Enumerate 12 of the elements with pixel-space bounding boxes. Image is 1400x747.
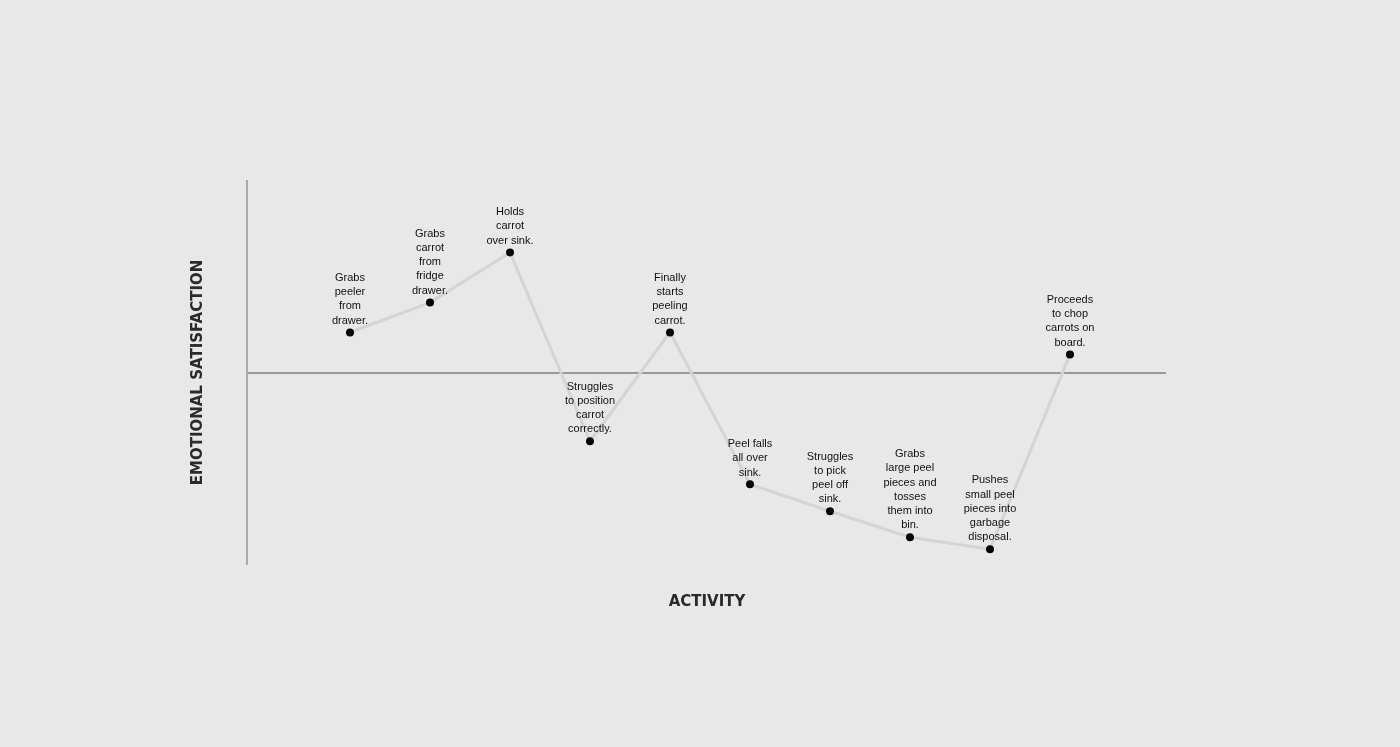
x-tick-label: Struggles to pick peel off sink. [806,449,854,505]
x-tick-label: Grabs large peel pieces and tosses them into bin. [883,446,937,531]
y-axis-title: EMOTIONAL SATISFACTION [187,259,206,486]
x-tick-label: Finally starts peeling carrot. [652,270,688,326]
x-tick-label: Peel falls all over sink. [727,436,773,478]
x-axis-title: ACTIVITY [668,592,747,610]
x-tick-label: Holds carrot over sink. [486,205,534,246]
x-tick-label: Struggles to position carrot correctly. [564,379,616,435]
x-tick-label: Proceeds to chop carrots on board. [1045,292,1095,348]
x-tick-label: Grabs peeler from drawer. [331,270,369,326]
x-tick-label: Grabs carrot from fridge drawer. [411,226,449,296]
x-tick-label: Pushes small peel pieces into garbage disposal. [963,473,1017,543]
